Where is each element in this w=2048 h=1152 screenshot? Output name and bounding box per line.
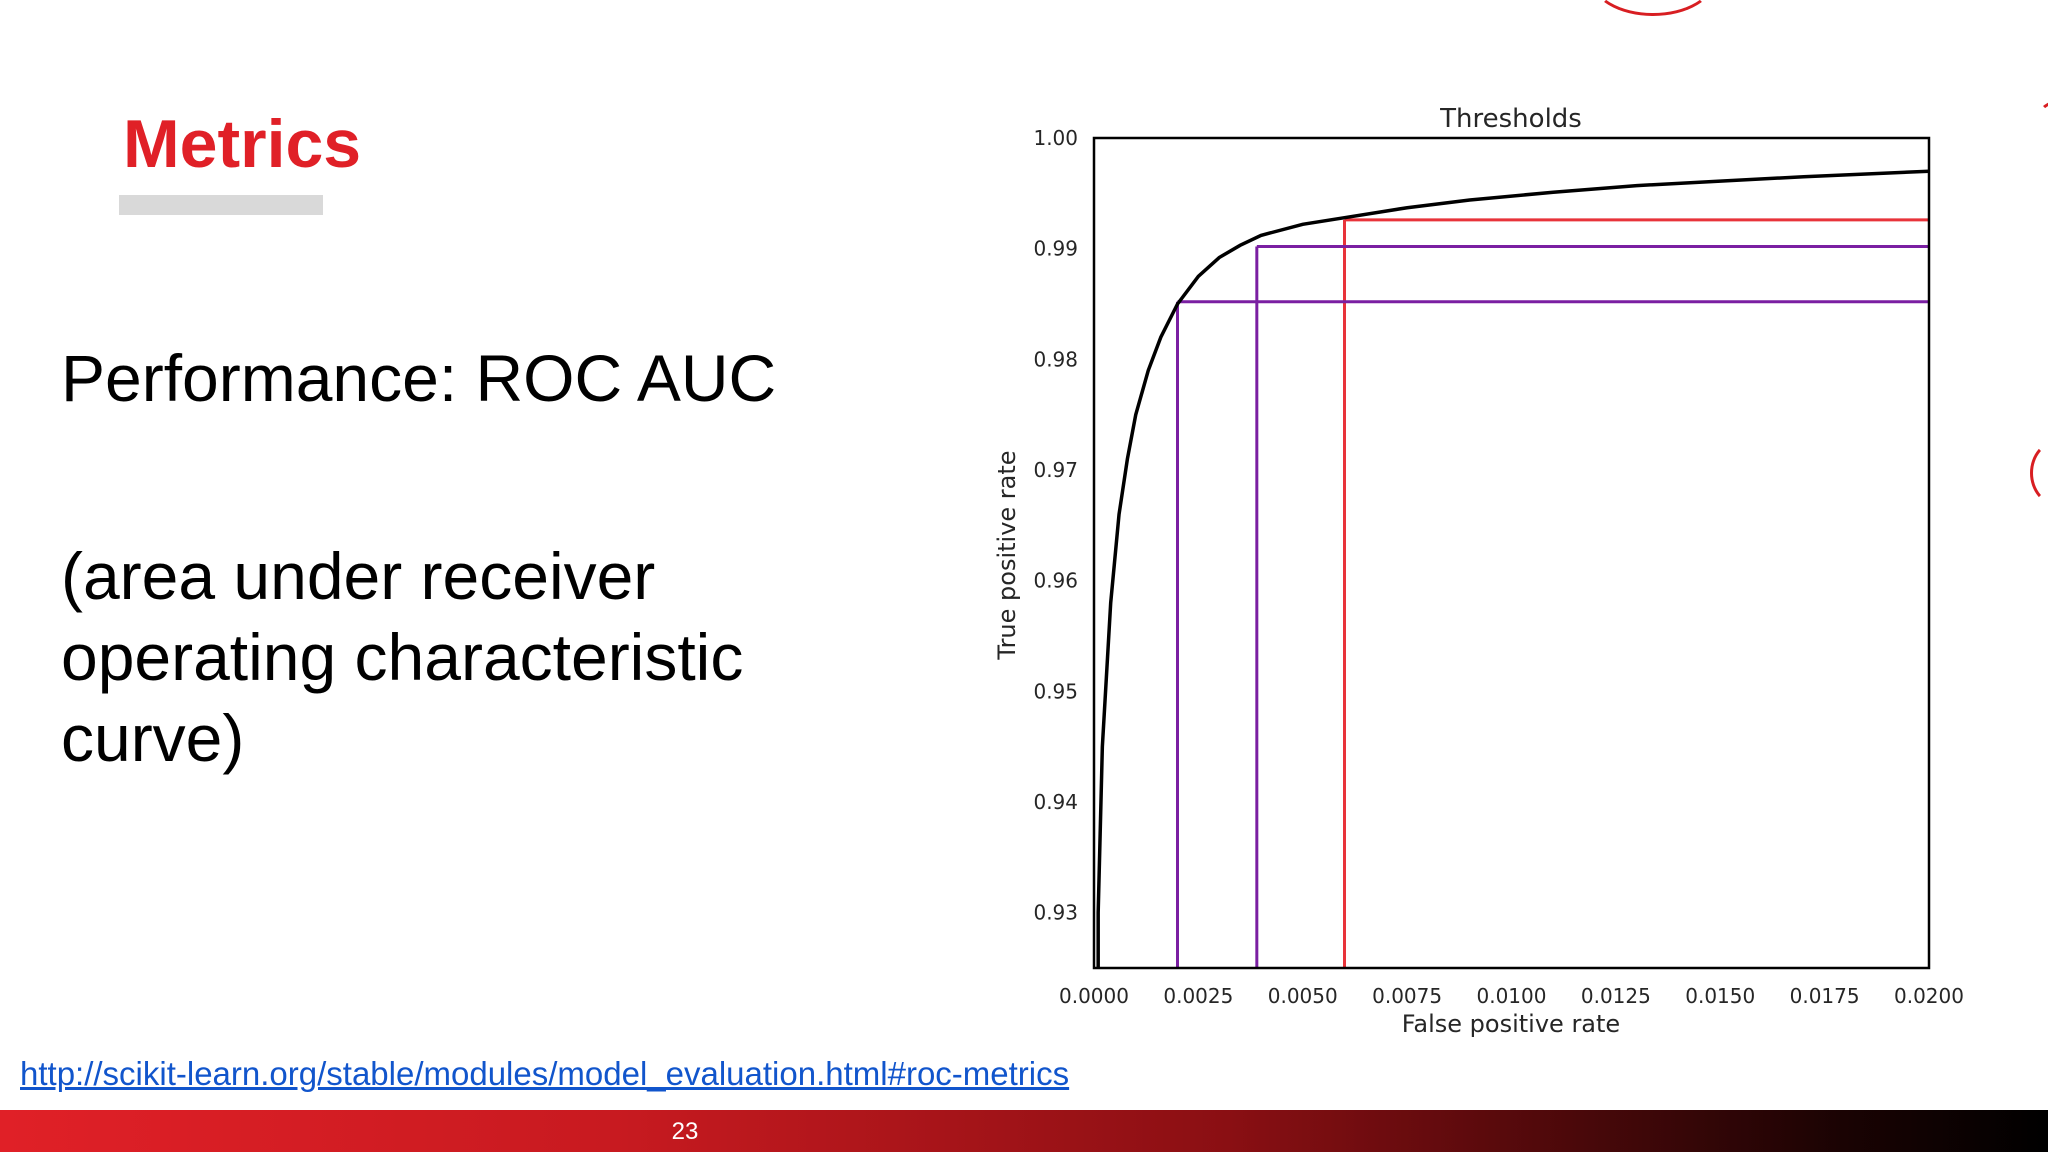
slide-title: Metrics — [123, 106, 362, 182]
y-tick-label: 0.96 — [1033, 569, 1078, 593]
x-axis-label: False positive rate — [1402, 1010, 1620, 1038]
plot-frame — [1092, 136, 1931, 970]
y-tick-label: 0.93 — [1033, 901, 1078, 925]
roc-threshold-chart: Thresholds False positive rate True posi… — [993, 104, 1964, 1038]
y-tick-label: 0.98 — [1033, 347, 1078, 371]
x-tick-label: 0.0100 — [1477, 984, 1547, 1008]
y-tick-label: 0.95 — [1033, 679, 1078, 703]
decorative-arc-top — [1590, 0, 1716, 16]
x-tick-label: 0.0125 — [1581, 984, 1651, 1008]
y-tick-label: 0.97 — [1033, 458, 1078, 482]
x-tick-label: 0.0175 — [1790, 984, 1860, 1008]
decorative-arc-right-lower — [2030, 440, 2048, 506]
y-tick-label: 0.99 — [1033, 237, 1078, 261]
y-tick-label: 1.00 — [1033, 126, 1078, 150]
x-tick-label: 0.0075 — [1372, 984, 1442, 1008]
performance-metric-text: Performance: ROC AUC — [61, 341, 777, 415]
y-axis-label: True positive rate — [993, 450, 1021, 660]
x-tick-label: 0.0050 — [1268, 984, 1338, 1008]
x-tick-label: 0.0150 — [1685, 984, 1755, 1008]
scikit-learn-roc-link[interactable]: http://scikit-learn.org/stable/modules/m… — [20, 1055, 1070, 1092]
footer-bar: 23 — [0, 1110, 2048, 1152]
roc-curve-line — [1096, 169, 1930, 968]
x-tick-label: 0.0200 — [1894, 984, 1964, 1008]
page-number: 23 — [671, 1118, 699, 1145]
x-tick-label: 0.0000 — [1059, 984, 1129, 1008]
y-tick-label: 0.94 — [1033, 790, 1078, 814]
roc-auc-description: (area under receiver operating character… — [61, 539, 744, 775]
x-tick-label: 0.0025 — [1163, 984, 1233, 1008]
chart-title: Thresholds — [1439, 104, 1582, 134]
title-underline-bar — [119, 195, 323, 215]
